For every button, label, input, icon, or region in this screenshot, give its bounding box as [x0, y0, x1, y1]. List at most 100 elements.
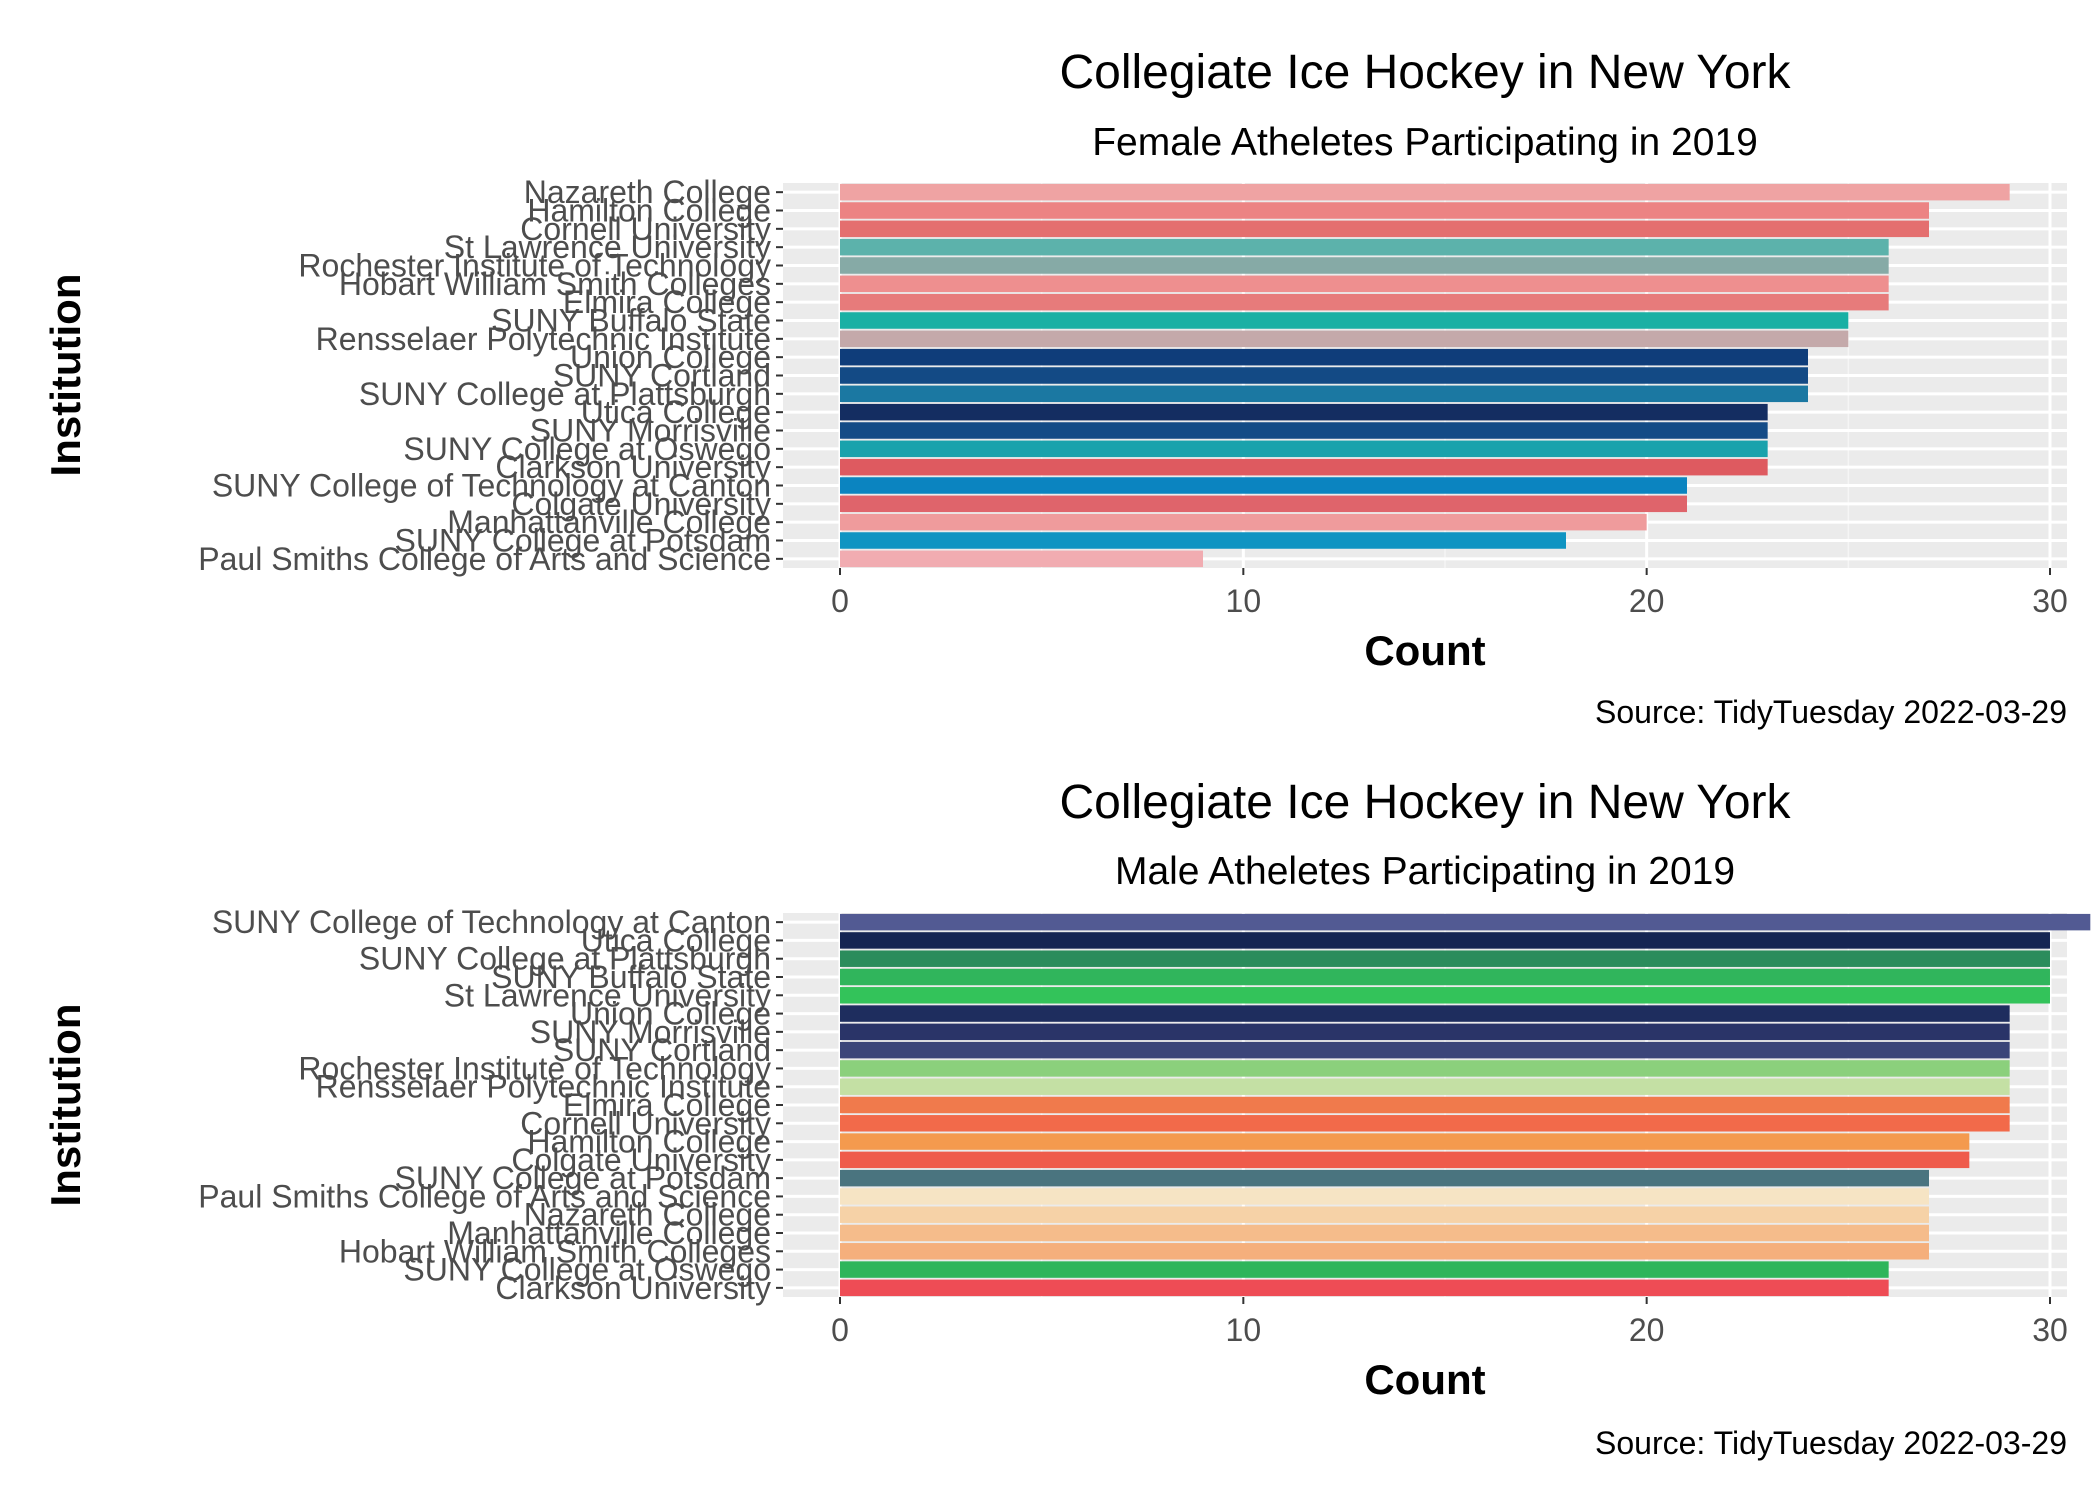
- chart-1-y-tick-label: Colgate University: [511, 486, 771, 522]
- chart-1-y-tick-label: Clarkson University: [495, 449, 771, 485]
- chart-1-x-tick-label: 30: [2032, 583, 2068, 619]
- chart-2-y-tick-label: Cornell University: [520, 1105, 771, 1141]
- chart-2-bar: [840, 1206, 1929, 1223]
- chart-1-y-tick-label: Hamilton College: [527, 193, 771, 229]
- chart-2-bar: [840, 1224, 1929, 1242]
- chart-2-y-tick-label: Paul Smiths College of Arts and Science: [198, 1178, 771, 1214]
- chart-1-bar: [840, 257, 1889, 274]
- chart-2-bar: [840, 968, 2050, 986]
- chart-2-bar: [840, 950, 2050, 967]
- chart-1-caption: Source: TidyTuesday 2022-03-29: [1595, 694, 2067, 730]
- chart-2-y-tick-label: Hamilton College: [527, 1124, 771, 1160]
- chart-2-bar: [840, 987, 2050, 1004]
- chart-1-bar: [840, 495, 1687, 513]
- chart-2-bar: [840, 1261, 1889, 1278]
- chart-1-x-tick-label: 10: [1226, 583, 1262, 619]
- chart-2-y-tick-label: Manhattanville College: [447, 1215, 771, 1251]
- chart-1-y-tick-label: SUNY College at Plattsburgh: [359, 376, 771, 412]
- chart-1-bar: [840, 202, 1929, 219]
- chart-1-y-tick-label: St Lawrence University: [444, 229, 771, 265]
- chart-2-bar: [840, 1005, 2010, 1022]
- chart-1-bar: [840, 440, 1768, 458]
- chart-1-y-tick-label: Union College: [570, 339, 771, 375]
- chart-1-y-tick-label: SUNY Morrisville: [530, 413, 771, 449]
- chart-2-y-tick-label: SUNY College at Potsdam: [395, 1160, 771, 1196]
- chart-2-bar: [840, 1078, 2010, 1095]
- chart-1-bar: [840, 458, 1768, 476]
- chart-1-x-tick-label: 0: [831, 583, 849, 619]
- chart-2-y-tick-label: Union College: [570, 996, 771, 1032]
- chart-1-bar: [840, 293, 1889, 311]
- chart-2-y-tick-label: SUNY College at Oswego: [403, 1252, 771, 1288]
- chart-2-y-tick-label: Rochester Institute of Technology: [298, 1050, 771, 1086]
- chart-1-y-tick-label: SUNY College at Oswego: [403, 431, 771, 467]
- chart-1-y-tick-label: SUNY Buffalo State: [491, 303, 771, 339]
- chart-2-subtitle: Male Atheletes Participating in 2019: [1115, 850, 1735, 893]
- chart-1-bar: [840, 330, 1849, 348]
- chart-1-y-tick-label: SUNY College at Potsdam: [395, 523, 771, 559]
- chart-2-bar: [840, 1188, 1929, 1205]
- chart-1-bar: [840, 385, 1808, 403]
- chart-1-title: Collegiate Ice Hockey in New York: [1059, 46, 1791, 99]
- chart-1-subtitle: Female Atheletes Participating in 2019: [1092, 121, 1758, 164]
- chart-2-bar: [840, 913, 2091, 931]
- chart-1-y-tick-label: Cornell University: [520, 211, 771, 247]
- chart-1-bar: [840, 312, 1849, 329]
- chart-2-bar: [840, 1096, 2010, 1114]
- chart-1-bar: [840, 275, 1889, 293]
- chart-2-y-tick-label: Utica College: [581, 922, 771, 958]
- chart-1-bar: [840, 550, 1203, 568]
- chart-2-bar: [840, 1279, 1889, 1297]
- chart-1-bar: [840, 220, 1929, 238]
- chart-1-bar: [840, 422, 1768, 439]
- chart-2-y-axis-title: Institution: [42, 1004, 89, 1207]
- chart-2-bar: [840, 1023, 2010, 1041]
- chart-2-bar: [840, 1169, 1929, 1187]
- chart-1-y-tick-label: SUNY College of Technology at Canton: [212, 468, 771, 504]
- chart-2-y-tick-label: St Lawrence University: [444, 977, 771, 1013]
- chart-2-y-tick-label: Elmira College: [563, 1087, 771, 1123]
- chart-2-y-tick-label: SUNY College at Plattsburgh: [359, 941, 771, 977]
- chart-2-bar: [840, 1060, 2010, 1077]
- chart-2-y-tick-label: Hobart William Smith Colleges: [339, 1233, 771, 1269]
- chart-1-bar: [840, 477, 1687, 494]
- chart-2-y-tick-label: Clarkson University: [495, 1270, 771, 1306]
- chart-2-y-tick-label: SUNY Buffalo State: [491, 959, 771, 995]
- chart-2-y-tick-label: SUNY Morrisville: [530, 1014, 771, 1050]
- chart-2-y-tick-label: Colgate University: [511, 1142, 771, 1178]
- chart-1-y-tick-label: Nazareth College: [524, 174, 771, 210]
- chart-1-y-tick-label: Rensselaer Polytechnic Institute: [316, 321, 771, 357]
- chart-2-y-tick-label: SUNY Cortland: [553, 1032, 771, 1068]
- chart-1-y-tick-label: Rochester Institute of Technology: [298, 248, 771, 284]
- chart-1-y-tick-label: Hobart William Smith Colleges: [339, 266, 771, 302]
- chart-2-title: Collegiate Ice Hockey in New York: [1059, 776, 1791, 829]
- chart-2-bar: [840, 1151, 1970, 1169]
- chart-2-x-axis-title: Count: [1364, 1356, 1485, 1403]
- chart-2-y-tick-label: Rensselaer Polytechnic Institute: [316, 1069, 771, 1105]
- chart-1-y-tick-label: Paul Smiths College of Arts and Science: [198, 541, 771, 577]
- chart-2-x-tick-label: 0: [831, 1312, 849, 1348]
- chart-1-bar: [840, 532, 1566, 549]
- chart-1-x-tick-label: 20: [1629, 583, 1665, 619]
- chart-1-bar: [840, 367, 1808, 384]
- chart-2-y-tick-label: Nazareth College: [524, 1197, 771, 1233]
- chart-1-bar: [840, 348, 1808, 366]
- chart-2-bar: [840, 1243, 1929, 1260]
- chart-2-caption: Source: TidyTuesday 2022-03-29: [1595, 1425, 2067, 1461]
- chart-2-bar: [840, 1115, 2010, 1132]
- chart-1-x-axis-title: Count: [1364, 627, 1485, 674]
- chart-2-bar: [840, 1133, 1970, 1150]
- chart-1-y-tick-label: Manhattanville College: [447, 504, 771, 540]
- chart-1-y-axis-title: Institution: [42, 274, 89, 477]
- chart-1-y-tick-label: Utica College: [581, 394, 771, 430]
- chart-2-bar: [840, 1041, 2010, 1059]
- chart-1-bar: [840, 403, 1768, 421]
- chart-2-bar: [840, 932, 2050, 949]
- chart-1-bar: [840, 238, 1889, 256]
- chart-2-x-tick-label: 30: [2032, 1312, 2068, 1348]
- chart-2-x-tick-label: 20: [1629, 1312, 1665, 1348]
- chart-1-y-tick-label: Elmira College: [563, 284, 771, 320]
- chart-2-x-tick-label: 10: [1226, 1312, 1262, 1348]
